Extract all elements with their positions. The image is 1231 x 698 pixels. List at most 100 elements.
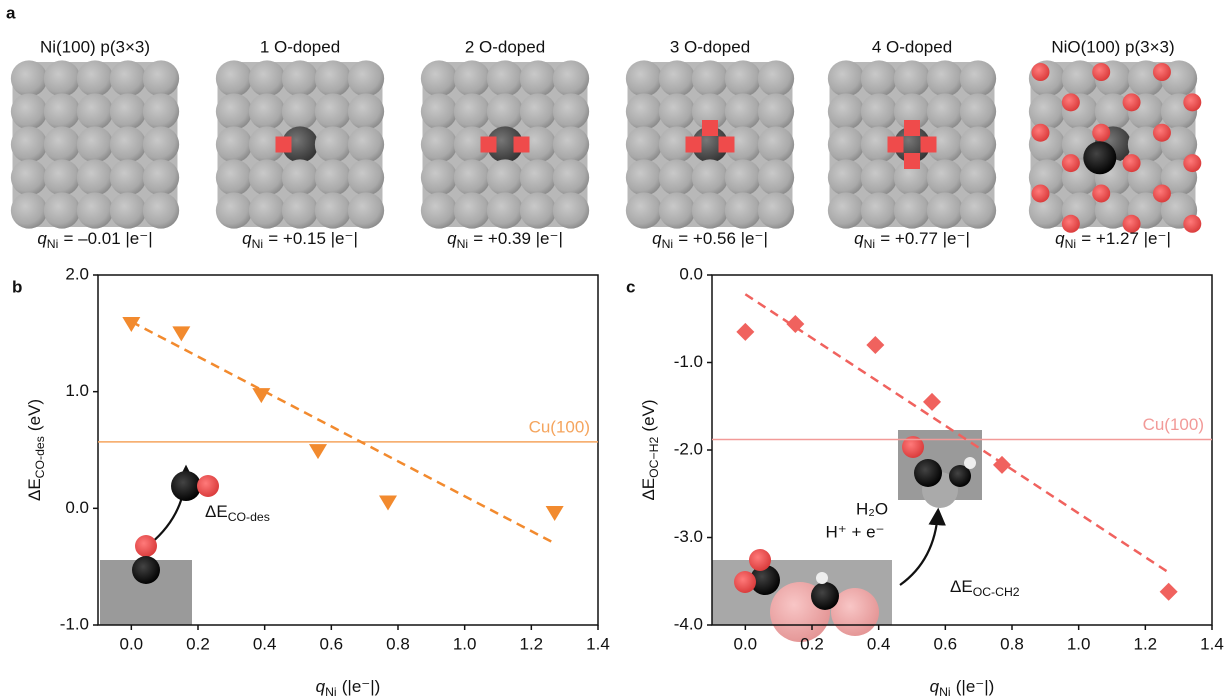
atom: [453, 126, 491, 163]
x-tick-label: 0.0: [120, 634, 144, 653]
charge-label: qNi = +0.15 |e⁻|: [242, 229, 358, 251]
oxygen: [1031, 123, 1050, 142]
atom: [658, 93, 696, 130]
point: [379, 495, 397, 511]
atom: [1061, 60, 1099, 97]
panel-label: c: [626, 277, 635, 296]
text-part: Ni: [47, 237, 59, 251]
point: [993, 455, 1011, 474]
oxygen: [685, 136, 702, 153]
atom: [959, 159, 997, 196]
atom: [248, 93, 286, 130]
oxygen: [1122, 154, 1141, 173]
text-part: ΔE: [950, 577, 973, 596]
atom: [757, 93, 795, 130]
atom: [109, 126, 147, 163]
atom: [109, 93, 147, 130]
x-axis-label: qNi (|e⁻|): [930, 677, 995, 698]
text-part: OC-CH2: [973, 585, 1020, 599]
oxygen: [904, 153, 920, 169]
text-part: (eV): [639, 399, 658, 431]
annotation: H₂O: [856, 499, 888, 518]
atom: [314, 93, 352, 130]
atom: [142, 192, 180, 229]
atom: [552, 60, 590, 97]
atom: [625, 159, 663, 196]
atom: [552, 93, 590, 130]
text-part: CO-des: [33, 436, 47, 478]
x-tick-label: 0.4: [867, 634, 891, 653]
structure-title: 4 O-doped: [872, 37, 952, 56]
oxygen: [1031, 184, 1050, 203]
oxygen: [1092, 63, 1111, 81]
text-part: q: [854, 229, 864, 248]
atom: [281, 192, 319, 229]
atom: [347, 192, 385, 229]
text-part: (eV): [25, 399, 44, 431]
x-tick-label: 0.6: [320, 634, 344, 653]
point: [736, 322, 755, 341]
atom: [486, 126, 524, 163]
x-tick-label: 1.4: [1200, 634, 1224, 653]
atom: [827, 93, 865, 130]
atom: [453, 159, 491, 196]
atom: [109, 192, 147, 229]
atom: [926, 159, 964, 196]
atom: [43, 159, 81, 196]
oxygen: [1183, 93, 1202, 112]
atom: [76, 60, 114, 97]
structure-image: [10, 60, 180, 229]
x-tick-label: 0.8: [1000, 634, 1024, 653]
atom: [76, 192, 114, 229]
atom: [893, 93, 931, 130]
structure-image: [215, 60, 385, 229]
charge-label: qNi = +0.56 |e⁻|: [652, 229, 768, 251]
atom: [658, 192, 696, 229]
text-part: q: [447, 229, 457, 248]
atom: [757, 159, 795, 196]
panel-label: b: [12, 277, 22, 296]
atom: [519, 126, 557, 163]
point: [545, 506, 564, 521]
x-tick-label: 1.0: [1067, 634, 1091, 653]
atom: [347, 159, 385, 196]
oxygen: [1183, 154, 1202, 173]
atom: [142, 126, 180, 163]
oxygen: [920, 136, 937, 153]
y-tick-label: -3.0: [674, 527, 703, 546]
annotation: H⁺ + e⁻: [825, 522, 884, 541]
atom: [658, 159, 696, 196]
atom: [625, 126, 663, 163]
atom: [76, 159, 114, 196]
point: [122, 317, 141, 332]
atom: [142, 159, 180, 196]
atom: [142, 93, 180, 130]
point: [252, 388, 271, 404]
atom: [76, 93, 114, 130]
reference-label: Cu(100): [529, 417, 590, 436]
atom: [552, 159, 590, 196]
text-part: (|e⁻|): [342, 677, 381, 696]
atom: [10, 126, 48, 163]
insets: [100, 430, 982, 642]
atom: [691, 126, 729, 163]
atom: [486, 159, 524, 196]
atom: [625, 93, 663, 130]
atom: [453, 93, 491, 130]
atom: [827, 192, 865, 229]
oxygen: [1183, 214, 1202, 233]
x-axis-label: qNi (|e⁻|): [316, 677, 381, 698]
text-part: Ni: [864, 237, 876, 251]
text-part: = +0.15 |e⁻|: [268, 229, 358, 248]
atom: [860, 192, 898, 229]
x-tick-label: 0.4: [253, 634, 277, 653]
oxygen: [1061, 93, 1080, 112]
y-tick-label: 1.0: [65, 381, 89, 400]
structure-image: [625, 60, 795, 229]
text-part: ΔE: [639, 478, 658, 501]
atom: [552, 126, 590, 163]
atom: [625, 192, 663, 229]
text-part: Ni: [939, 685, 951, 698]
atom: [109, 159, 147, 196]
